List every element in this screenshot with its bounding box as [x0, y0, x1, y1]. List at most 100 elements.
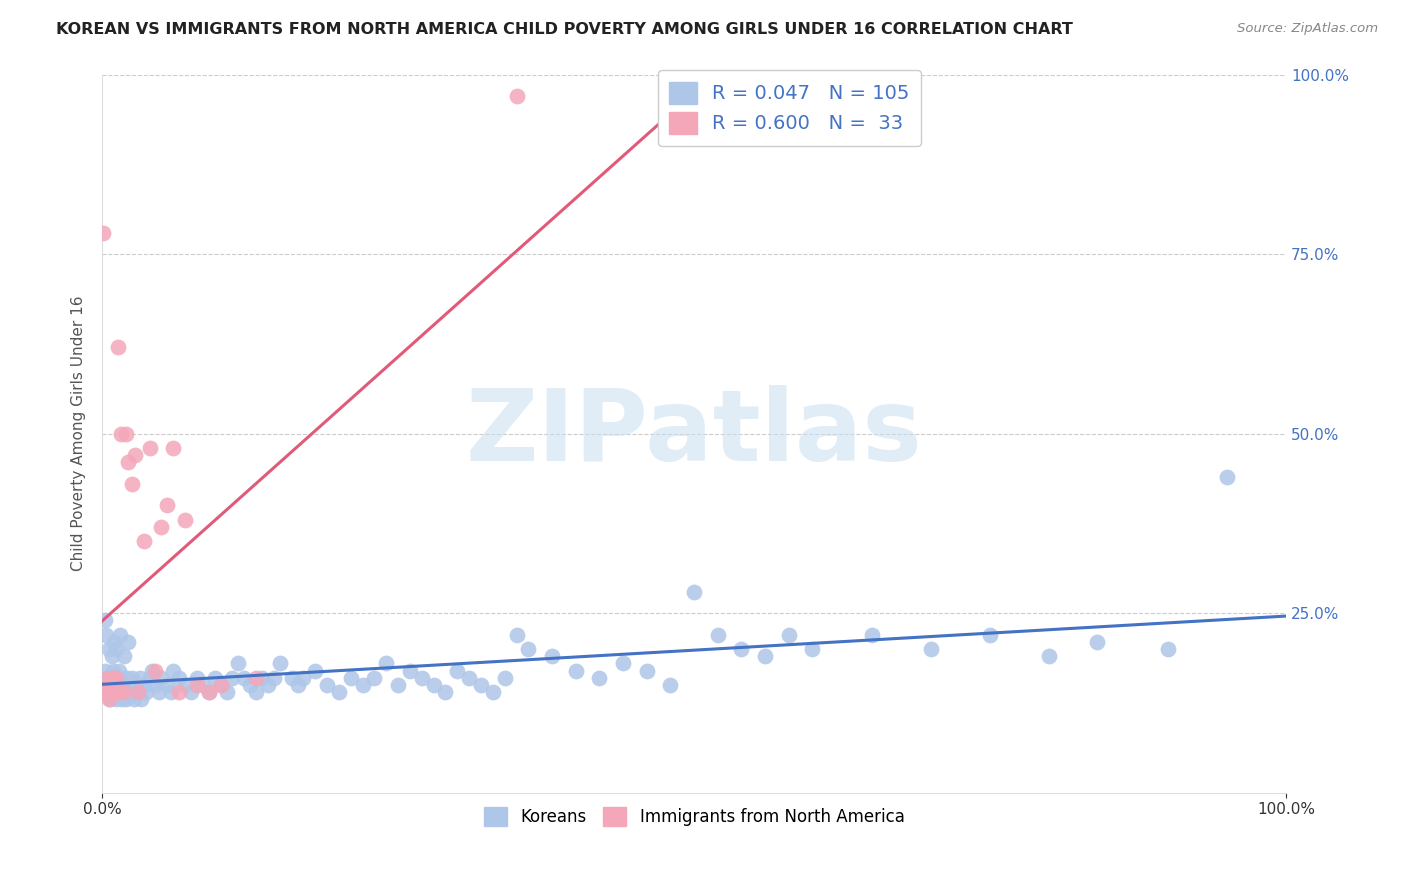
Point	[174, 678, 197, 692]
Point	[204, 671, 226, 685]
Point	[239, 678, 262, 692]
Point	[114, 685, 136, 699]
Point	[269, 657, 291, 671]
Text: KOREAN VS IMMIGRANTS FROM NORTH AMERICA CHILD POVERTY AMONG GIRLS UNDER 16 CORRE: KOREAN VS IMMIGRANTS FROM NORTH AMERICA …	[56, 22, 1073, 37]
Point	[105, 671, 128, 685]
Point	[148, 685, 170, 699]
Point	[145, 678, 167, 692]
Point	[659, 678, 682, 692]
Point	[186, 678, 208, 692]
Point	[564, 664, 586, 678]
Point	[103, 685, 125, 699]
Point	[112, 685, 135, 699]
Point	[135, 685, 157, 699]
Point	[186, 671, 208, 685]
Point	[121, 476, 143, 491]
Point	[150, 671, 173, 685]
Text: Source: ZipAtlas.com: Source: ZipAtlas.com	[1237, 22, 1378, 36]
Point	[375, 657, 398, 671]
Point	[94, 628, 117, 642]
Point	[245, 685, 267, 699]
Point	[482, 685, 505, 699]
Point	[103, 685, 125, 699]
Point	[121, 671, 143, 685]
Point	[141, 664, 163, 678]
Point	[517, 642, 540, 657]
Point	[363, 671, 385, 685]
Point	[778, 628, 800, 642]
Point	[706, 628, 728, 642]
Point	[209, 678, 232, 692]
Point	[115, 671, 138, 685]
Point	[117, 455, 139, 469]
Point	[1038, 649, 1060, 664]
Point	[100, 678, 122, 692]
Point	[101, 671, 124, 685]
Point	[340, 671, 363, 685]
Point	[612, 657, 634, 671]
Point	[124, 448, 146, 462]
Point	[124, 678, 146, 692]
Point	[96, 678, 118, 692]
Point	[167, 685, 190, 699]
Point	[228, 657, 250, 671]
Point	[111, 692, 134, 706]
Point	[122, 692, 145, 706]
Point	[1156, 642, 1178, 657]
Point	[263, 671, 285, 685]
Point	[110, 426, 132, 441]
Point	[458, 671, 481, 685]
Text: ZIPatlas: ZIPatlas	[465, 385, 922, 482]
Point	[636, 664, 658, 678]
Point	[250, 671, 273, 685]
Point	[191, 678, 214, 692]
Point	[93, 226, 115, 240]
Point	[979, 628, 1001, 642]
Point	[100, 649, 122, 664]
Point	[352, 678, 374, 692]
Point	[683, 584, 706, 599]
Point	[127, 685, 149, 699]
Point	[98, 642, 121, 657]
Point	[112, 678, 135, 692]
Point	[160, 685, 183, 699]
Point	[117, 635, 139, 649]
Point	[541, 649, 564, 664]
Point	[505, 628, 527, 642]
Point	[287, 678, 309, 692]
Point	[422, 678, 444, 692]
Point	[108, 685, 131, 699]
Point	[167, 671, 190, 685]
Point	[104, 678, 127, 692]
Point	[94, 671, 117, 685]
Point	[101, 664, 124, 678]
Point	[93, 613, 115, 627]
Point	[180, 685, 202, 699]
Point	[115, 692, 138, 706]
Point	[1216, 469, 1239, 483]
Point	[115, 426, 138, 441]
Y-axis label: Child Poverty Among Girls Under 16: Child Poverty Among Girls Under 16	[72, 296, 86, 572]
Point	[1085, 635, 1108, 649]
Point	[93, 664, 115, 678]
Point	[110, 671, 132, 685]
Point	[104, 671, 127, 685]
Point	[730, 642, 752, 657]
Point	[107, 340, 129, 354]
Point	[145, 664, 167, 678]
Point	[132, 534, 155, 549]
Point	[494, 671, 516, 685]
Point	[100, 685, 122, 699]
Point	[209, 678, 232, 692]
Point	[197, 685, 219, 699]
Point	[97, 678, 120, 692]
Point	[215, 685, 238, 699]
Point	[107, 685, 129, 699]
Point	[801, 642, 824, 657]
Point	[280, 671, 302, 685]
Point	[118, 685, 141, 699]
Point	[470, 678, 492, 692]
Point	[588, 671, 610, 685]
Point	[860, 628, 883, 642]
Point	[304, 664, 326, 678]
